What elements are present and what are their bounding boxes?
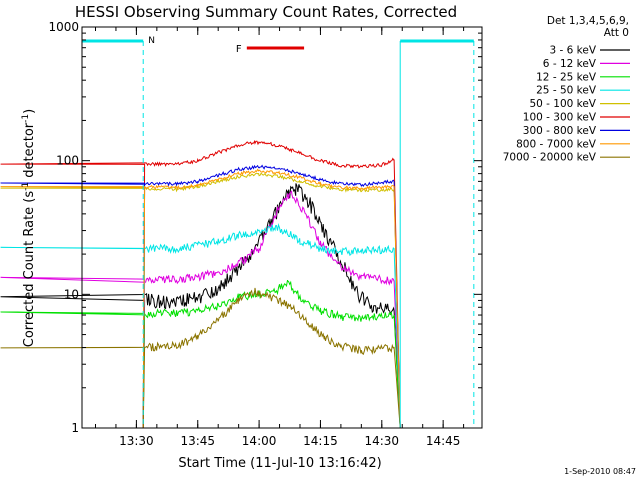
x-tick-label-2: 13:45: [180, 434, 215, 448]
y-axis-label-main: Corrected Count Rate (s: [22, 191, 37, 348]
y-tick-label-4: 1000: [48, 20, 79, 34]
x-tick-label-6: 14:45: [426, 434, 461, 448]
chart-title: HESSI Observing Summary Count Rates, Cor…: [75, 3, 457, 21]
legend-header-attenuator: Att 0: [604, 27, 629, 39]
x-tick-label-4: 14:15: [303, 434, 338, 448]
legend-label-4: 25 - 50 keV: [536, 85, 597, 97]
series-line-3: [0, 279, 401, 429]
y-tick-label-1: 1: [71, 421, 79, 435]
y-tick-label-3: 100: [56, 154, 79, 168]
y-tick-label-2: 10: [64, 287, 79, 301]
series-line-1: [0, 183, 401, 429]
night-flag-label: N: [148, 36, 155, 46]
flare-flag-label: F: [236, 44, 242, 55]
y-axis-label-sup2: -1: [21, 114, 31, 123]
series-line-4: [0, 222, 401, 429]
series-line-6: [0, 139, 401, 429]
y-axis-label-sup1: -1: [21, 182, 31, 191]
tick-layer: 13:30 13:45 14:00 14:15 14:30 14:45 1 10 100 1000: [48, 20, 482, 448]
generation-timestamp: 1-Sep-2010 08:47: [564, 467, 636, 476]
y-axis-label-end: ): [22, 109, 37, 114]
y-axis-label-mid: detector: [22, 122, 37, 182]
series-line-2: [0, 190, 401, 429]
x-tick-label-1: 13:30: [119, 434, 154, 448]
legend-label-3: 12 - 25 keV: [536, 71, 597, 83]
series-line-8: [0, 168, 401, 429]
legend-label-5: 50 - 100 keV: [529, 98, 596, 110]
series-layer: [0, 139, 401, 429]
y-axis-label: Corrected Count Rate (s-1 detector-1): [21, 109, 37, 347]
legend-label-7: 300 - 800 keV: [523, 125, 597, 137]
legend-label-6: 100 - 300 keV: [523, 112, 597, 124]
series-line-7: [0, 164, 401, 429]
x-tick-label-3: 14:00: [242, 434, 277, 448]
legend-header-detectors: Det 1,3,4,5,6,9,: [547, 15, 629, 27]
plot-frame: [81, 26, 483, 429]
legend-label-2: 6 - 12 keV: [543, 58, 597, 70]
legend-label-8: 800 - 7000 keV: [516, 138, 597, 150]
legend-label-9: 7000 - 20000 keV: [503, 152, 597, 164]
series-line-5: [0, 172, 401, 429]
x-axis-label: Start Time (11-Jul-10 13:16:42): [178, 456, 381, 471]
x-tick-label-5: 14:30: [364, 434, 399, 448]
legend-label-1: 3 - 6 keV: [549, 45, 596, 57]
series-line-9: [0, 287, 401, 429]
